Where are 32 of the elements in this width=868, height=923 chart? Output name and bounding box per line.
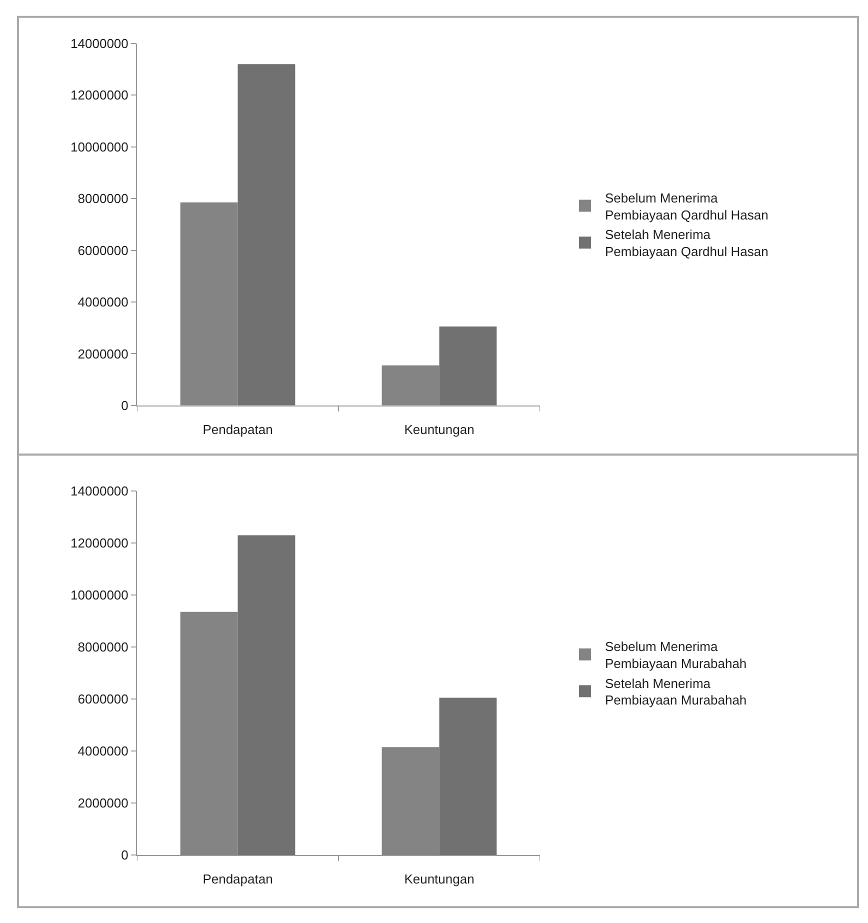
y-tick-label: 0 — [121, 848, 128, 863]
y-tick-label: 12000000 — [70, 536, 128, 551]
bar — [439, 326, 497, 406]
y-tick-label: 14000000 — [70, 484, 128, 499]
y-tick-label: 10000000 — [70, 588, 128, 603]
x-tick-label: Keuntungan — [404, 872, 474, 887]
bar — [180, 202, 238, 406]
x-tick-label: Keuntungan — [404, 422, 474, 438]
bar — [238, 64, 296, 406]
y-tick-label: 4000000 — [78, 744, 128, 759]
y-tick-label: 0 — [121, 398, 128, 413]
y-tick-label: 14000000 — [70, 36, 128, 51]
legend-label: Setelah Menerima Pembiayaan Qardhul Hasan — [605, 227, 768, 260]
y-tick-label: 2000000 — [78, 346, 128, 362]
y-tick-label: 12000000 — [70, 88, 128, 103]
y-tick-label: 4000000 — [78, 294, 128, 310]
legend-label: Setelah Menerima Pembiayaan Murabahah — [605, 676, 747, 708]
y-tick-label: 2000000 — [78, 796, 128, 811]
legend-label: Sebelum Menerima Pembiayaan Murabahah — [605, 639, 747, 671]
bar — [238, 535, 296, 855]
bar — [180, 612, 238, 855]
y-tick-label: 6000000 — [78, 242, 128, 258]
bar — [439, 698, 497, 855]
y-tick-label: 10000000 — [70, 139, 128, 154]
y-tick-label: 6000000 — [78, 692, 128, 707]
y-tick-label: 8000000 — [78, 640, 128, 655]
legend-label: Sebelum Menerima Pembiayaan Qardhul Hasan — [605, 190, 768, 222]
x-tick-label: Pendapatan — [202, 872, 273, 887]
bar — [382, 747, 440, 855]
bar — [382, 365, 440, 406]
y-tick-label: 8000000 — [78, 191, 128, 206]
x-tick-label: Pendapatan — [202, 422, 273, 438]
